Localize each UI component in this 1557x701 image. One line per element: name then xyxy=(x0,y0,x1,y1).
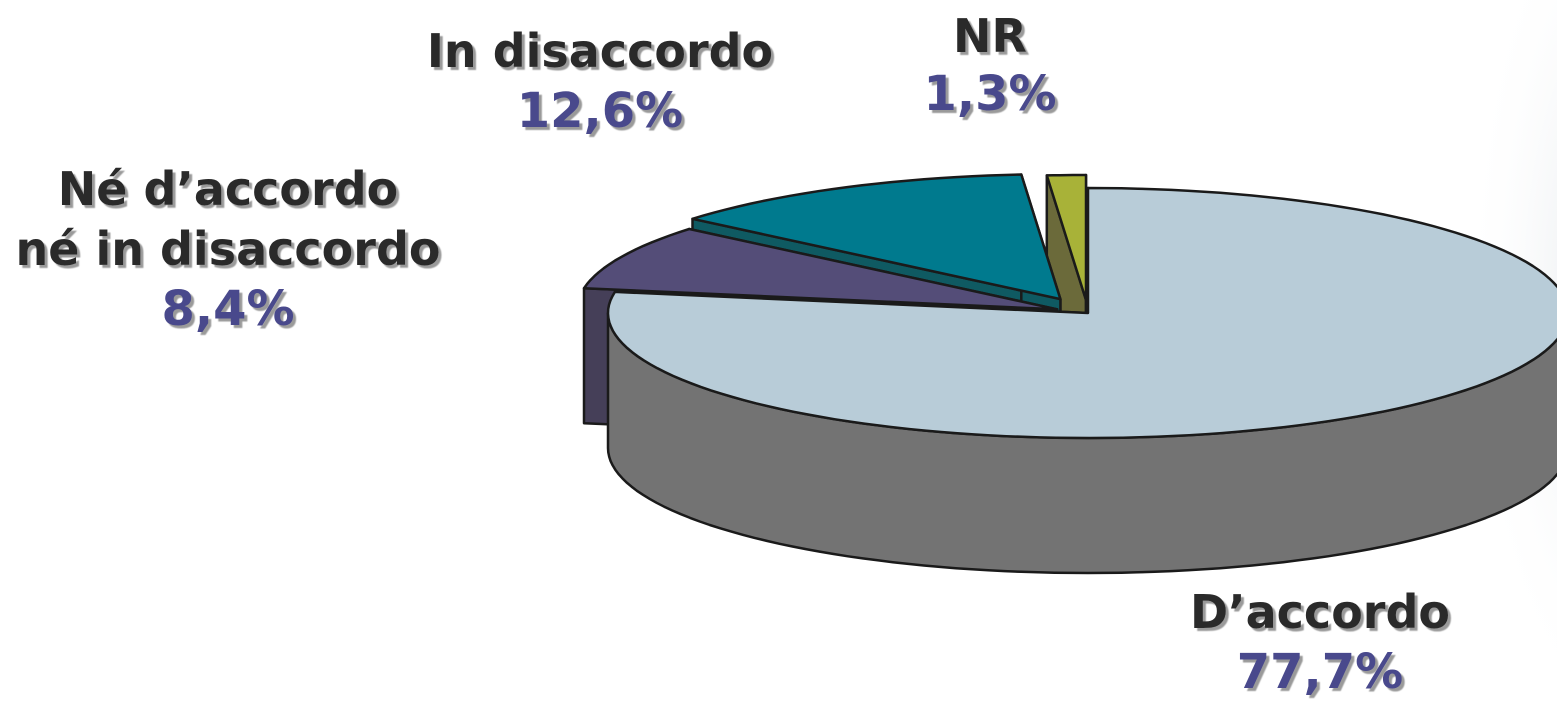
slice-name-daccordo: D’accordo xyxy=(1190,585,1450,639)
slice-value-nr: 1,3% xyxy=(923,66,1056,122)
slice-name-nr: NR xyxy=(953,9,1027,63)
slice-label-nr: NR1,3% xyxy=(923,9,1056,122)
slice-value-in-disaccordo: 12,6% xyxy=(517,83,684,139)
slice-value-daccordo: 77,7% xyxy=(1237,644,1404,700)
slice-name-ne-daccordo-ne-in-disaccordo-line-1: Né d’accordo xyxy=(58,162,399,216)
pie-slice-ne-daccordo-ne-in-disaccordo xyxy=(582,227,1059,311)
pie-slice-nr xyxy=(1045,173,1088,302)
slice-value-ne-daccordo-ne-in-disaccordo: 8,4% xyxy=(161,281,294,337)
slice-name-ne-daccordo-ne-in-disaccordo-line-2: né in disaccordo xyxy=(16,222,441,276)
pie-slice-daccordo xyxy=(606,186,1557,440)
slice-name-in-disaccordo: In disaccordo xyxy=(427,24,773,78)
pie-slice-in-disaccordo xyxy=(691,173,1062,301)
